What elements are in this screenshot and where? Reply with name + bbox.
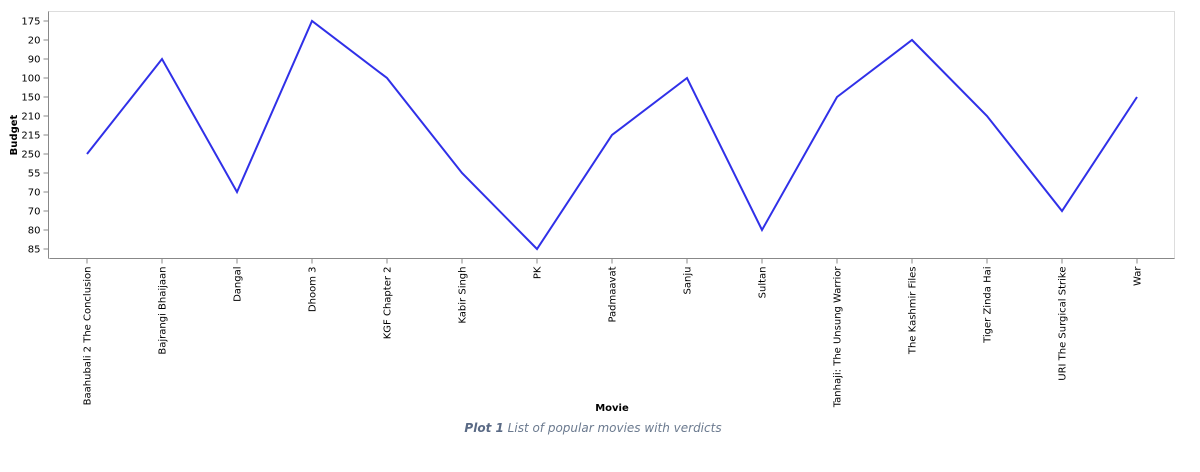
y-tick-label: 150 bbox=[21, 93, 40, 104]
y-axis-title: Budget bbox=[9, 114, 20, 155]
y-tick-label: 80 bbox=[28, 226, 41, 237]
x-tick-label: Padmaavat bbox=[608, 266, 619, 322]
y-tick-label: 210 bbox=[21, 112, 40, 123]
x-tick-label: The Kashmir Files bbox=[908, 267, 919, 356]
x-tick-label: Sanju bbox=[683, 267, 694, 295]
y-tick-label: 175 bbox=[21, 17, 40, 28]
y-tick-label: 250 bbox=[21, 150, 40, 161]
x-tick-label: Sultan bbox=[758, 267, 769, 299]
x-tick-label: Tanhaji: The Unsung Warrior bbox=[833, 266, 844, 409]
x-tick-label: Baahubali 2 The Conclusion bbox=[83, 267, 94, 406]
caption-label: Plot 1 bbox=[464, 421, 503, 435]
x-tick-label: Kabir Singh bbox=[458, 267, 469, 324]
x-tick-label: Bajrangi Bhaijaan bbox=[158, 267, 169, 355]
y-tick-label: 100 bbox=[21, 74, 40, 85]
x-tick-label: Dangal bbox=[233, 267, 244, 302]
x-tick-label: Dhoom 3 bbox=[308, 267, 319, 313]
y-tick-label: 55 bbox=[28, 169, 41, 180]
x-tick-label: PK bbox=[533, 266, 544, 279]
y-tick-label: 70 bbox=[28, 207, 41, 218]
x-tick-label: URI The Surgical Strike bbox=[1058, 267, 1069, 381]
y-tick-label: 215 bbox=[21, 131, 40, 142]
x-tick-label: War bbox=[1133, 266, 1144, 286]
caption-text: List of popular movies with verdicts bbox=[508, 421, 722, 435]
data-line bbox=[86, 19, 1138, 251]
x-axis-title: Movie bbox=[595, 403, 629, 414]
y-tick-label: 90 bbox=[28, 55, 41, 66]
y-tick-label: 85 bbox=[28, 245, 41, 256]
x-tick-label: Tiger Zinda Hai bbox=[983, 267, 994, 344]
x-tick-label: KGF Chapter 2 bbox=[383, 267, 394, 340]
caption: Plot 1 List of popular movies with verdi… bbox=[464, 421, 721, 435]
y-tick-label: 20 bbox=[28, 36, 41, 47]
y-tick-label: 70 bbox=[28, 188, 41, 199]
